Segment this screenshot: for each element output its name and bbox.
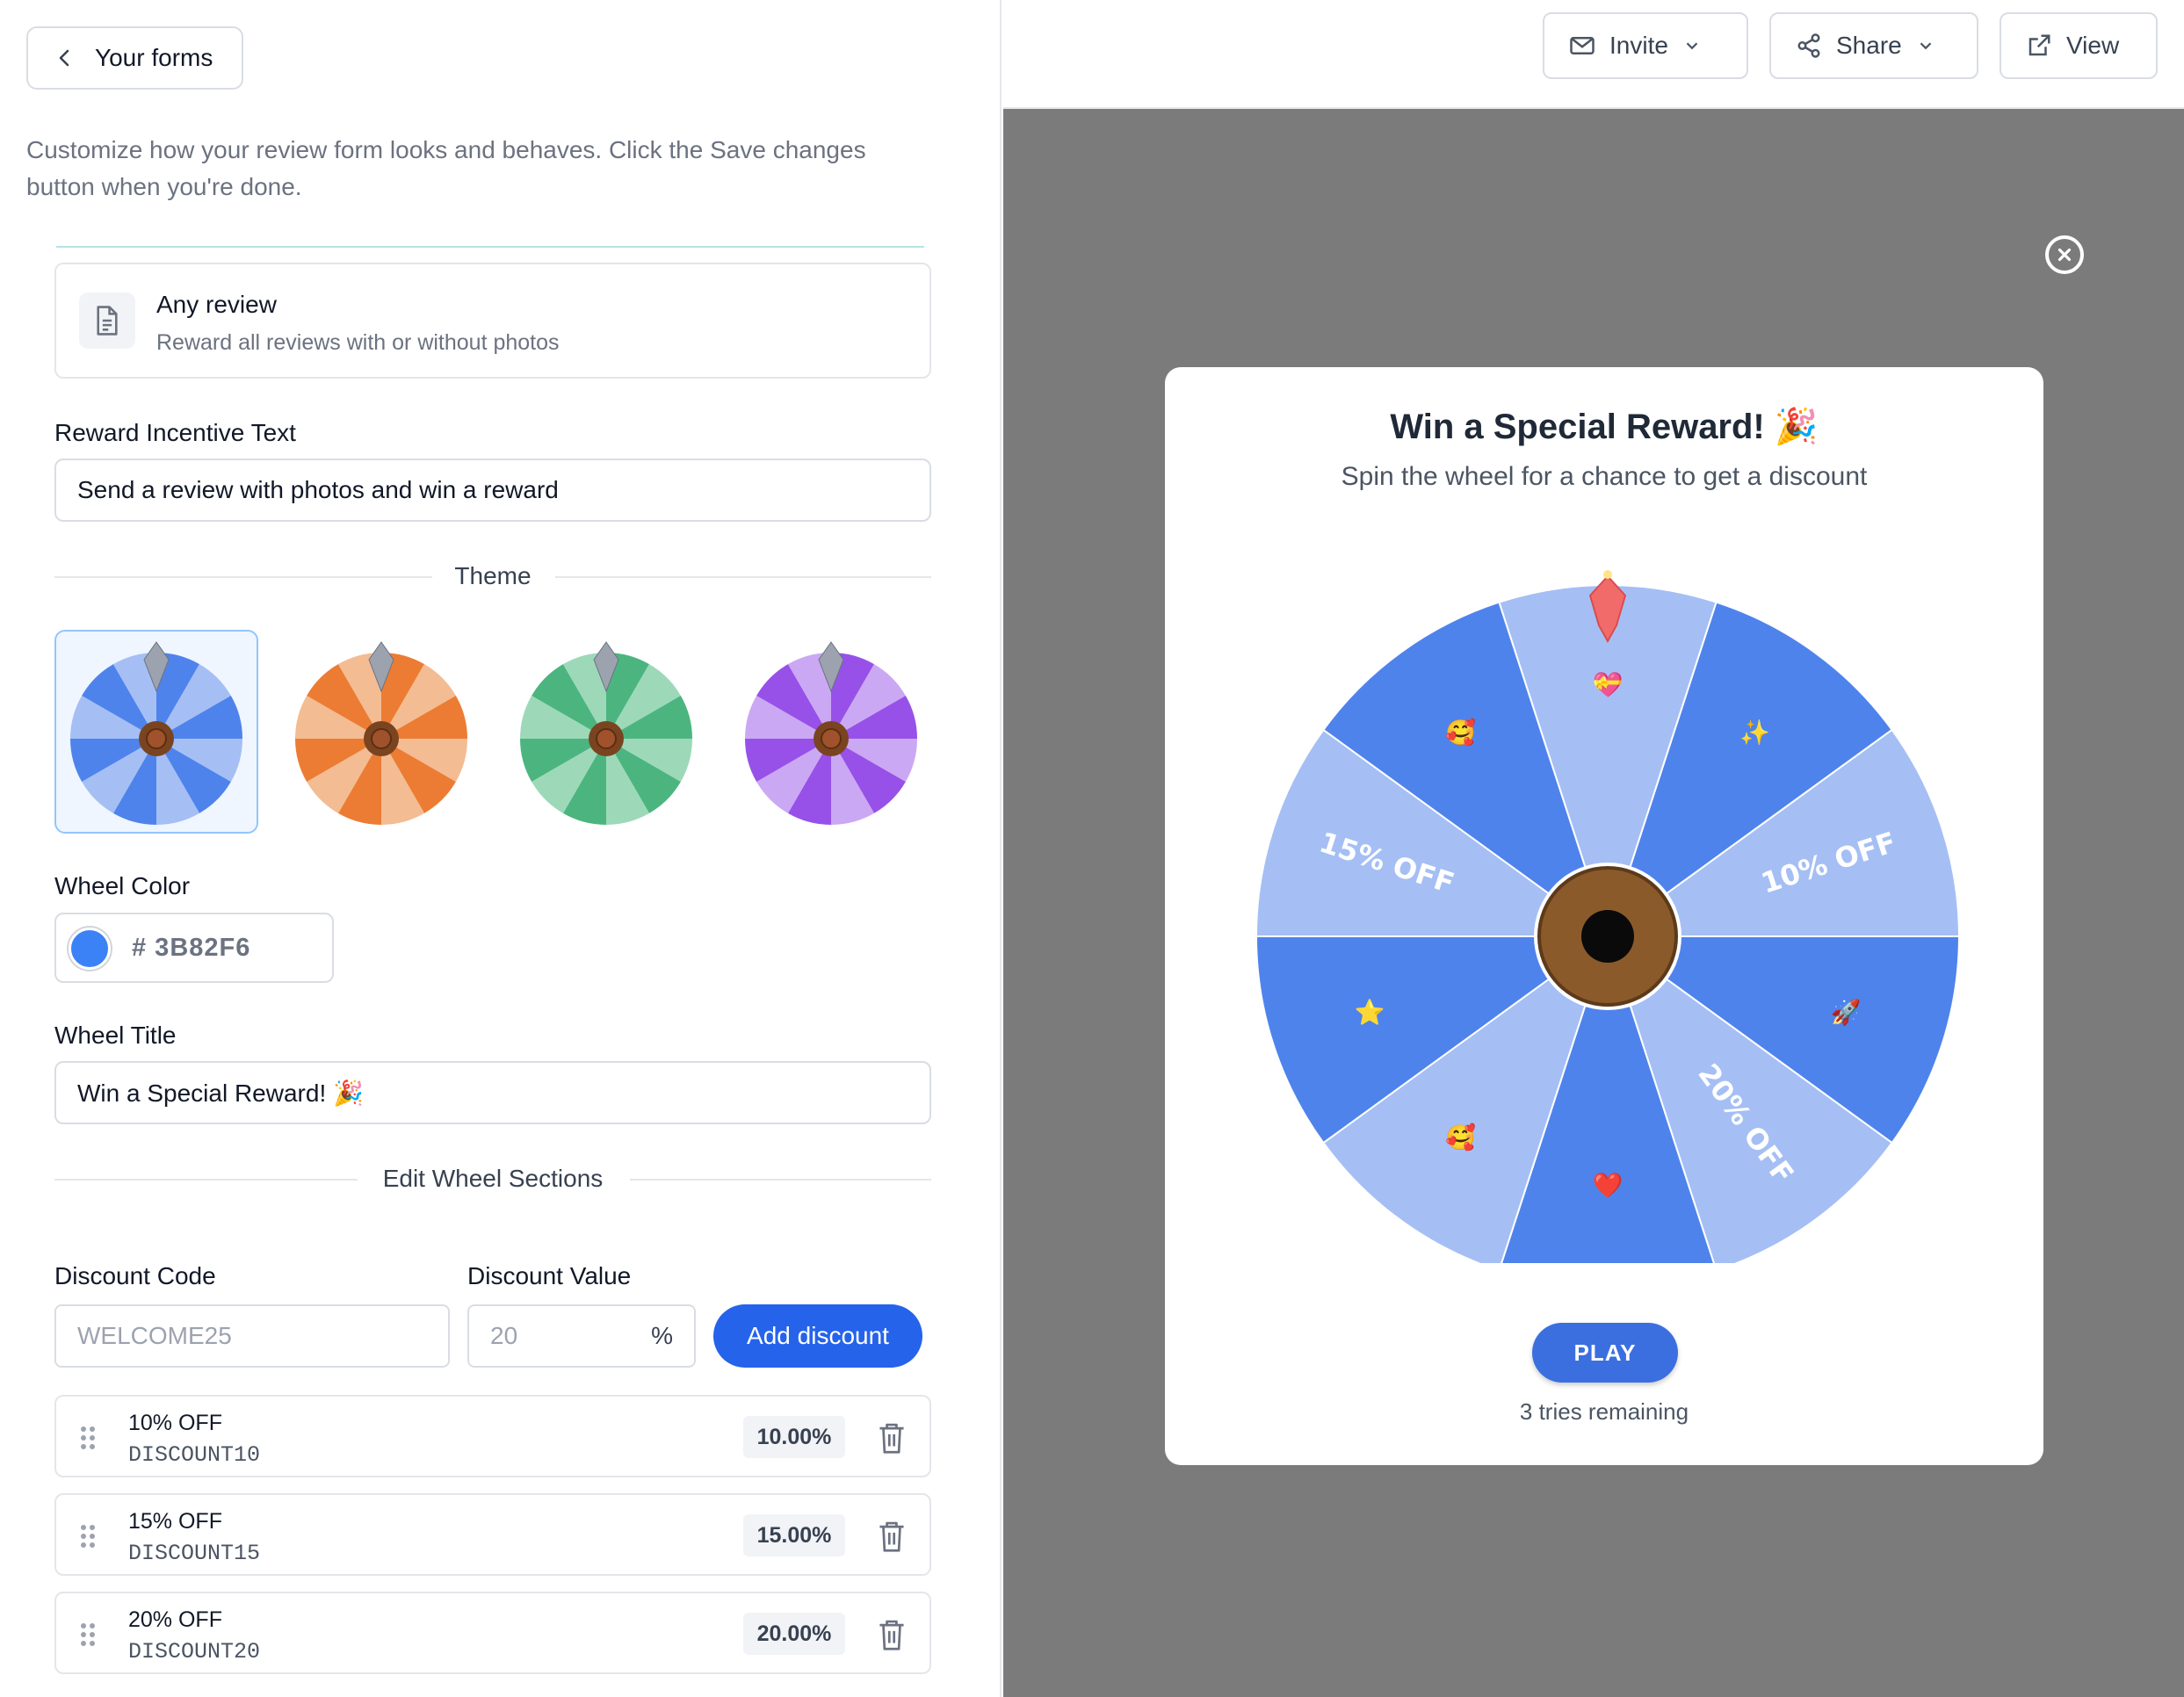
discount-name: 10% OFF bbox=[128, 1411, 222, 1435]
incentive-input[interactable]: Send a review with photos and win a rewa… bbox=[54, 459, 931, 522]
theme-option-orange[interactable] bbox=[279, 630, 483, 834]
wheel-segment bbox=[1255, 935, 1611, 1145]
tries-remaining: 3 tries remaining bbox=[1519, 1398, 1689, 1425]
discount-code-input[interactable]: WELCOME25 bbox=[54, 1304, 450, 1368]
discount-row[interactable]: 10% OFF DISCOUNT10 10.00% bbox=[54, 1395, 931, 1477]
mail-icon bbox=[1570, 37, 1595, 54]
preview-toolbar: Invite Share View bbox=[1003, 0, 2184, 109]
wheel-segment bbox=[1604, 728, 1961, 937]
back-to-forms-button[interactable]: Your forms bbox=[26, 26, 243, 90]
view-button[interactable]: View bbox=[2000, 12, 2158, 79]
discount-value-label: Discount Value bbox=[467, 1262, 632, 1289]
wheel-color-label: Wheel Color bbox=[54, 872, 191, 899]
wheel-segment-emoji: 🥰 bbox=[1445, 717, 1476, 747]
review-option-subtitle: Reward all reviews with or without photo… bbox=[156, 330, 560, 355]
theme-option-purple[interactable] bbox=[729, 630, 933, 834]
sections-divider: Edit Wheel Sections bbox=[54, 1161, 931, 1196]
wheel-thumbnail bbox=[295, 641, 467, 825]
view-label: View bbox=[2066, 32, 2120, 59]
drag-handle-icon[interactable] bbox=[79, 1425, 97, 1451]
add-discount-button[interactable]: Add discount bbox=[713, 1304, 922, 1368]
wheel-segment-emoji: 💝 bbox=[1593, 670, 1624, 699]
discount-code: DISCOUNT10 bbox=[128, 1442, 261, 1468]
trash-icon[interactable] bbox=[877, 1421, 907, 1455]
wheel-segment-emoji: ⭐ bbox=[1355, 998, 1385, 1027]
wheel-thumbnail bbox=[745, 641, 917, 825]
wheel-segment bbox=[1501, 933, 1715, 1263]
discount-percent-badge: 20.00% bbox=[743, 1613, 845, 1655]
trash-icon[interactable] bbox=[877, 1520, 907, 1553]
chevron-down-icon bbox=[1920, 42, 1932, 50]
reward-modal: Win a Special Reward! 🎉 Spin the wheel f… bbox=[1165, 367, 2043, 1465]
theme-option-green[interactable] bbox=[504, 630, 708, 834]
wheel-title-input[interactable]: Win a Special Reward! 🎉 bbox=[54, 1061, 931, 1124]
color-hex-value: # 3B82F6 bbox=[132, 934, 251, 962]
intro-text: Customize how your review form looks and… bbox=[26, 136, 866, 200]
review-option-title: Any review bbox=[156, 291, 277, 318]
external-link-icon bbox=[2029, 34, 2050, 56]
wheel-pointer-icon bbox=[1588, 570, 1627, 644]
modal-title: Win a Special Reward! 🎉 bbox=[1390, 408, 1819, 446]
wheel-segment bbox=[1321, 601, 1609, 939]
wheel-segment bbox=[1606, 934, 1894, 1263]
discount-value-input[interactable]: 20 % bbox=[467, 1304, 696, 1368]
share-icon bbox=[1797, 33, 1820, 58]
discount-code-label: Discount Code bbox=[54, 1262, 216, 1289]
invite-button[interactable]: Invite bbox=[1543, 12, 1748, 79]
wheel-segment-emoji: ✨ bbox=[1739, 718, 1770, 747]
close-icon[interactable] bbox=[2045, 235, 2084, 274]
discount-code: DISCOUNT15 bbox=[128, 1541, 261, 1566]
theme-option-blue[interactable] bbox=[54, 630, 258, 834]
wheel-thumbnail bbox=[70, 641, 242, 825]
discount-percent-badge: 10.00% bbox=[743, 1416, 845, 1458]
section-divider bbox=[56, 246, 924, 248]
modal-subtitle: Spin the wheel for a chance to get a dis… bbox=[1341, 462, 1868, 491]
discount-row[interactable]: 15% OFF DISCOUNT15 15.00% bbox=[54, 1493, 931, 1576]
drag-handle-icon[interactable] bbox=[79, 1621, 97, 1648]
wheel-segment bbox=[1321, 934, 1609, 1263]
incentive-label: Reward Incentive Text bbox=[54, 419, 296, 446]
share-label: Share bbox=[1836, 32, 1902, 59]
back-label: Your forms bbox=[95, 44, 213, 71]
discount-row[interactable]: 20% OFF DISCOUNT20 20.00% bbox=[54, 1592, 931, 1674]
trash-icon[interactable] bbox=[877, 1618, 907, 1651]
wheel-color-picker[interactable]: # 3B82F6 bbox=[54, 913, 334, 983]
discount-name: 15% OFF bbox=[128, 1509, 222, 1534]
wheel-segment bbox=[1604, 935, 1961, 1145]
wheel-segment bbox=[1255, 728, 1611, 937]
wheel-segment-emoji: 🚀 bbox=[1831, 998, 1862, 1027]
sections-heading: Edit Wheel Sections bbox=[382, 1165, 604, 1192]
percent-suffix: % bbox=[651, 1322, 673, 1349]
chevron-left-icon bbox=[59, 49, 69, 67]
wheel-title-label: Wheel Title bbox=[54, 1022, 177, 1049]
wheel-segment-emoji: 🥰 bbox=[1445, 1123, 1476, 1152]
wheel-segment-emoji: ❤️ bbox=[1593, 1171, 1624, 1200]
editor-pane: Your forms Customize how your review for… bbox=[0, 0, 1002, 1697]
preview-pane: Invite Share View Win a Special Reward! … bbox=[1003, 0, 2184, 1697]
wheel-hub bbox=[1534, 863, 1681, 1010]
invite-label: Invite bbox=[1609, 32, 1668, 59]
share-button[interactable]: Share bbox=[1769, 12, 1978, 79]
play-button[interactable]: PLAY bbox=[1532, 1323, 1678, 1383]
chevron-down-icon bbox=[1686, 42, 1698, 50]
theme-divider: Theme bbox=[54, 559, 931, 594]
document-icon bbox=[79, 292, 135, 349]
discount-code: DISCOUNT20 bbox=[128, 1639, 261, 1665]
discount-percent-badge: 15.00% bbox=[743, 1514, 845, 1556]
theme-heading: Theme bbox=[454, 562, 532, 589]
wheel-segment bbox=[1606, 601, 1894, 939]
color-swatch[interactable] bbox=[69, 928, 111, 970]
wheel-thumbnail bbox=[520, 641, 692, 825]
discount-name: 20% OFF bbox=[128, 1607, 222, 1632]
discount-value-placeholder: 20 bbox=[490, 1322, 518, 1349]
spin-wheel[interactable]: 💝✨10% OFF🚀20% OFF❤️🥰⭐15% OFF🥰 bbox=[1249, 525, 1966, 1263]
review-type-option[interactable]: Any review Reward all reviews with or wi… bbox=[54, 263, 931, 379]
drag-handle-icon[interactable] bbox=[79, 1523, 97, 1549]
